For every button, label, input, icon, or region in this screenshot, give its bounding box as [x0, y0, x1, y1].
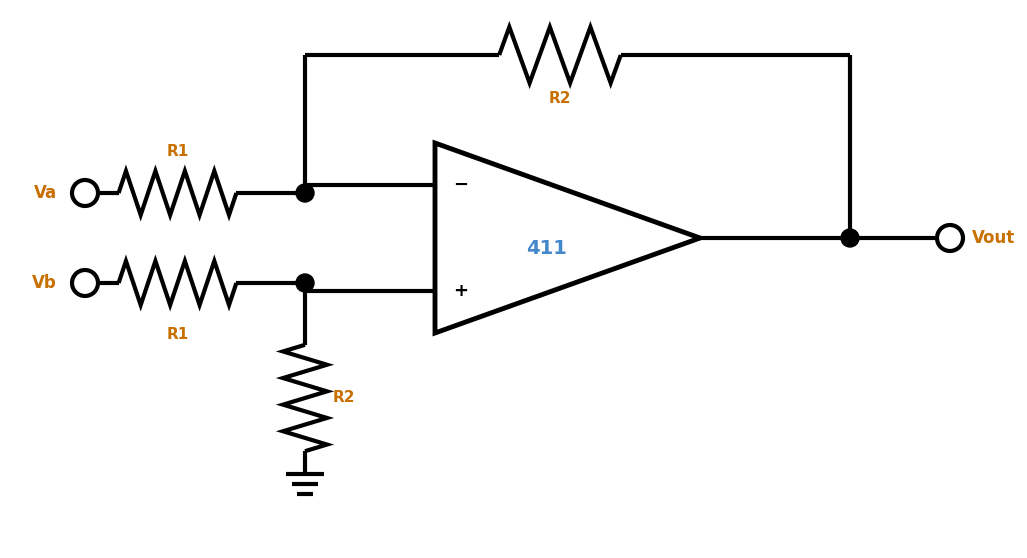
Circle shape: [841, 229, 859, 247]
Circle shape: [296, 184, 314, 202]
Text: R2: R2: [548, 91, 571, 106]
Text: R1: R1: [166, 144, 189, 159]
Circle shape: [72, 180, 98, 206]
Text: Va: Va: [34, 184, 58, 202]
Text: Vb: Vb: [32, 274, 58, 292]
Text: Vout: Vout: [972, 229, 1016, 247]
Text: R1: R1: [166, 327, 189, 342]
Text: R2: R2: [333, 391, 355, 406]
Text: +: +: [453, 282, 468, 300]
Text: −: −: [453, 176, 468, 194]
Circle shape: [72, 270, 98, 296]
Circle shape: [937, 225, 963, 251]
Text: 411: 411: [526, 238, 567, 257]
Circle shape: [296, 274, 314, 292]
